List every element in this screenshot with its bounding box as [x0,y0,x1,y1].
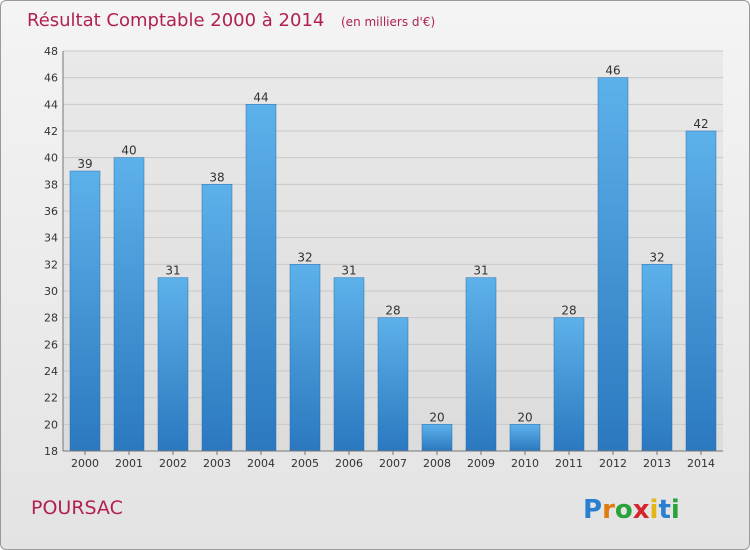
bar [641,264,673,452]
bar [465,277,497,452]
bar [201,184,233,452]
x-tick-label: 2003 [203,457,231,470]
x-tick-label: 2009 [467,457,495,470]
y-tick-label: 46 [44,72,58,85]
bar [289,264,321,452]
y-tick-label: 36 [44,205,58,218]
bar-value-label: 20 [429,410,444,424]
bar-value-label: 28 [385,304,400,318]
bar [421,424,453,452]
x-tick-label: 2014 [687,457,715,470]
bars-layer: 39 40 31 38 44 32 31 28 20 31 20 28 46 32 42 [69,64,717,452]
y-tick-label: 34 [44,232,58,245]
bar-value-label: 31 [341,264,356,278]
axis-layer: 18 20 22 24 26 28 30 32 34 36 38 40 42 44 46 48 2000 2001… [44,45,723,470]
proxiti-logo: Proxiti [583,495,680,525]
x-tick-label: 2002 [159,457,187,470]
logo-letter: x [633,495,650,525]
bar [377,317,409,452]
x-tick-label: 2007 [379,457,407,470]
bar [157,277,189,452]
y-tick-label: 26 [44,338,58,351]
y-tick-label: 48 [44,45,58,58]
logo-letter: o [615,495,633,525]
y-tick-label: 28 [44,312,58,325]
bar-value-label: 31 [165,264,180,278]
bar [597,77,629,452]
x-tick-label: 2011 [555,457,583,470]
bar-value-label: 39 [77,157,92,171]
y-tick-label: 18 [44,445,58,458]
bar-value-label: 40 [121,144,136,158]
logo-letter: P [583,495,602,525]
x-tick-label: 2004 [247,457,275,470]
bar [553,317,585,452]
x-tick-label: 2006 [335,457,363,470]
bar-value-label: 32 [297,250,312,264]
bar [113,157,145,452]
y-tick-label: 20 [44,418,58,431]
y-tick-label: 22 [44,392,58,405]
x-tick-label: 2012 [599,457,627,470]
y-tick-label: 24 [44,365,58,378]
y-tick-label: 44 [44,98,58,111]
logo-letter: r [602,495,615,525]
bar-value-label: 31 [473,264,488,278]
bar-value-label: 20 [517,410,532,424]
bar-value-label: 46 [605,64,620,78]
y-tick-label: 30 [44,285,58,298]
commune-name: POURSAC [31,497,123,519]
y-tick-label: 32 [44,258,58,271]
x-tick-label: 2001 [115,457,143,470]
bar-value-label: 28 [561,304,576,318]
logo-letter: t [658,495,670,525]
bar-value-label: 44 [253,90,268,104]
bar [685,130,717,452]
x-tick-label: 2008 [423,457,451,470]
bar-value-label: 32 [649,250,664,264]
x-tick-label: 2010 [511,457,539,470]
x-tick-label: 2013 [643,457,671,470]
bar [245,104,277,452]
bar [333,277,365,452]
bar [69,170,101,452]
y-tick-label: 38 [44,178,58,191]
x-tick-label: 2005 [291,457,319,470]
chart-subtitle: (en milliers d'€) [341,15,435,29]
chart-title: Résultat Comptable 2000 à 2014 [27,10,324,31]
bar [509,424,541,452]
bar-value-label: 42 [693,117,708,131]
bar-value-label: 38 [209,170,224,184]
logo-letter: i [671,495,680,525]
logo-letter: i [650,495,659,525]
y-tick-label: 42 [44,125,58,138]
x-tick-label: 2000 [71,457,99,470]
y-tick-label: 40 [44,152,58,165]
